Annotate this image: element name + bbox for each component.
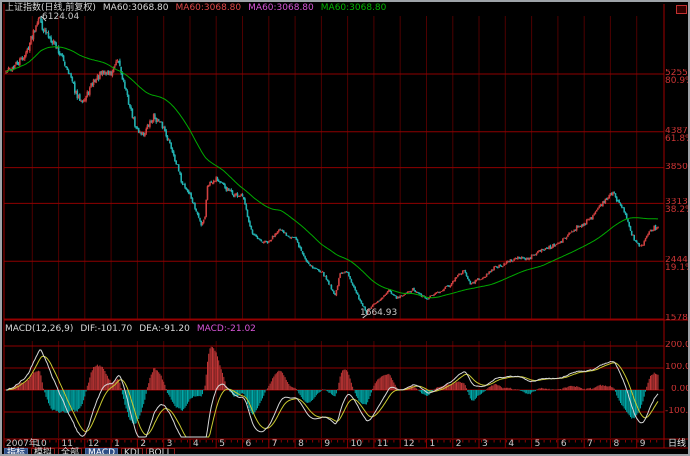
tab-all[interactable]: 全部	[58, 448, 83, 454]
date-label: 9	[639, 439, 646, 449]
date-label: 3	[166, 439, 173, 449]
date-label: 12	[87, 439, 100, 449]
tab-kdj[interactable]: KDJ	[121, 448, 143, 454]
ma-label-2: MA60:3068.80	[248, 3, 314, 13]
date-label: 9	[324, 439, 331, 449]
date-label: 3	[482, 439, 488, 449]
tab-boll[interactable]: BOLL	[145, 448, 175, 454]
high-annotation: 6124.04	[42, 12, 80, 22]
macd-level-label: 200.00	[665, 341, 688, 349]
period-label: 日线	[668, 439, 687, 449]
indicator-tab-bar: 指标 模拟 全部 MACD KDJ BOLL	[4, 448, 175, 454]
date-label: 1	[114, 439, 120, 449]
ma-label-0: MA60:3068.80	[102, 3, 169, 13]
date-label: 4	[508, 439, 515, 449]
date-label: 10	[35, 439, 47, 449]
instrument-title: 上证指数(日线,前复权)	[5, 3, 96, 13]
price-level-label: 3850	[665, 162, 688, 171]
date-label: 2007年	[6, 439, 38, 449]
low-annotation: 1664.93	[360, 308, 398, 318]
dea-value: DEA:-91.20	[139, 324, 190, 334]
macd-level-label: 100.00	[665, 363, 688, 371]
price-level-label: 1578	[665, 314, 688, 322]
date-label: 8	[298, 439, 304, 449]
chart-titlebar: 上证指数(日线,前复权) MA60:3068.80 MA60:3068.80 MA60…	[5, 3, 400, 14]
date-label: 5	[534, 439, 541, 449]
date-label: 4	[192, 439, 199, 449]
pane-control-icon[interactable]	[676, 5, 687, 14]
tab-macd[interactable]: MACD	[85, 448, 119, 454]
date-label: 7	[271, 439, 278, 449]
ma-label-3: MA60:3068.80	[320, 3, 387, 13]
tab-indicator[interactable]: 指标	[4, 448, 29, 454]
date-label: 2	[455, 439, 462, 449]
macd-params-label: MACD(12,26,9)	[5, 324, 74, 334]
date-label: 11	[61, 439, 73, 449]
date-label: 11	[376, 439, 389, 449]
tab-template[interactable]: 模拟	[31, 448, 56, 454]
date-label: 1	[429, 439, 436, 449]
date-label: 5	[219, 439, 225, 449]
macd-level-label: 0.00	[670, 385, 690, 393]
date-label: 8	[613, 439, 620, 449]
ma-label-1: MA60:3068.80	[175, 3, 242, 13]
macd-level-label: -100.00	[665, 407, 689, 415]
date-label: 10	[350, 439, 363, 449]
macd-value: MACD:-21.02	[196, 324, 256, 334]
date-label: 7	[587, 439, 593, 449]
date-label: 6	[560, 439, 567, 449]
date-label: 12	[403, 439, 415, 449]
date-label: 2	[140, 439, 147, 449]
date-label: 6	[245, 439, 252, 449]
ma-value-labels: MA60:3068.80 MA60:3068.80 MA60:3068.80 MA60…	[103, 3, 394, 13]
macd-header: MACD(12,26,9) DIF:-101.70 DEA:-91.20 MACD:-…	[5, 324, 263, 335]
dif-value: DIF:-101.70	[80, 324, 133, 334]
